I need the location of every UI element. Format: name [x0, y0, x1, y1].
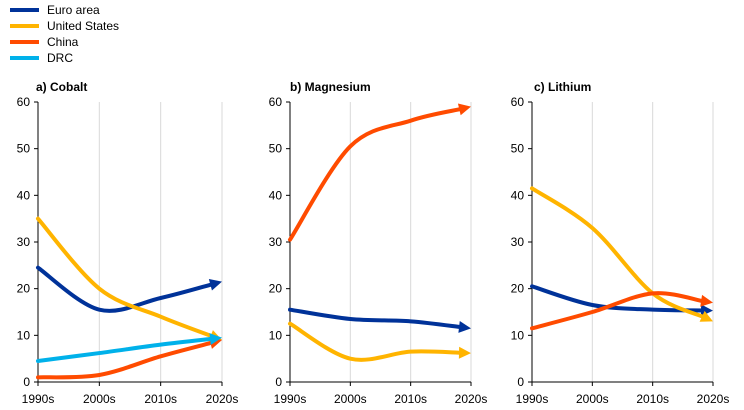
series-line: [36, 336, 215, 363]
x-tick-label: 2010s: [636, 392, 669, 406]
series-arrowhead: [699, 310, 713, 322]
legend-swatch: [10, 24, 39, 28]
panel-title: c) Lithium: [534, 80, 591, 94]
series-line: [36, 265, 215, 313]
x-tick-label: 1990s: [274, 392, 307, 406]
x-tick-label: 2000s: [576, 392, 609, 406]
y-tick-label: 20: [17, 282, 31, 296]
legend-label: Euro area: [47, 3, 100, 17]
series-line: [288, 321, 464, 362]
x-tick-label: 1990s: [516, 392, 549, 406]
x-tick-label: 2010s: [144, 392, 177, 406]
y-tick-label: 30: [17, 235, 31, 249]
y-tick-label: 50: [511, 142, 525, 156]
y-tick-label: 0: [23, 375, 30, 389]
y-tick-label: 60: [269, 95, 283, 109]
x-tick-label: 2020s: [455, 392, 488, 406]
y-tick-label: 20: [511, 282, 525, 296]
series-line: [530, 186, 707, 320]
y-tick-label: 60: [17, 95, 31, 109]
series-line: [530, 291, 706, 331]
chart-panel-3: c) Lithium 0 10 20 30 40 50 60 1990s 2000s 2010s 20…: [511, 80, 730, 406]
y-tick-label: 30: [511, 235, 525, 249]
series-arrowhead: [457, 103, 471, 116]
legend-item: United States: [10, 18, 119, 34]
y-tick-label: 20: [269, 282, 283, 296]
series-arrowhead: [458, 346, 471, 359]
legend-label: United States: [47, 19, 120, 33]
y-tick-label: 10: [511, 328, 525, 342]
series-arrowhead: [209, 333, 222, 345]
x-tick-label: 2000s: [334, 392, 367, 406]
legend-item: Euro area: [10, 2, 119, 18]
legend-item: China: [10, 34, 119, 50]
y-tick-label: 0: [275, 375, 282, 389]
legend-label: China: [47, 35, 79, 49]
x-tick-label: 2020s: [697, 392, 730, 406]
series-line: [288, 106, 464, 242]
series-line: [288, 307, 464, 330]
legend-label: DRC: [47, 51, 73, 65]
series-arrowhead: [700, 294, 713, 307]
y-tick-label: 50: [17, 142, 31, 156]
chart-panel-2: b) Magnesium 0 10 20 30 40 50 60 1990s 2000s 2010s…: [269, 80, 488, 406]
legend-swatch: [10, 56, 39, 60]
y-tick-label: 10: [269, 328, 283, 342]
y-tick-label: 30: [269, 235, 283, 249]
y-tick-label: 40: [17, 188, 31, 202]
panel-title: a) Cobalt: [36, 80, 87, 94]
y-tick-label: 50: [269, 142, 283, 156]
legend-swatch: [10, 40, 39, 44]
x-tick-label: 2010s: [394, 392, 427, 406]
y-tick-label: 0: [517, 375, 524, 389]
series-line: [36, 340, 215, 380]
y-tick-label: 60: [511, 95, 525, 109]
series-arrowhead: [458, 320, 471, 333]
y-tick-label: 40: [269, 188, 283, 202]
legend-item: DRC: [10, 50, 119, 66]
x-tick-label: 2020s: [206, 392, 239, 406]
panel-title: b) Magnesium: [290, 80, 371, 94]
legend-swatch: [10, 8, 39, 12]
y-tick-label: 10: [17, 328, 31, 342]
chart-panel-1: a) Cobalt 0 10 20 30 40 50 60 1990s 2000s 2010s 202…: [17, 80, 239, 406]
series-arrowhead: [208, 278, 222, 291]
legend: Euro area United States China DRC: [10, 2, 119, 66]
y-tick-label: 40: [511, 188, 525, 202]
series-line: [36, 216, 216, 339]
x-tick-label: 1990s: [22, 392, 55, 406]
x-tick-label: 2000s: [83, 392, 116, 406]
